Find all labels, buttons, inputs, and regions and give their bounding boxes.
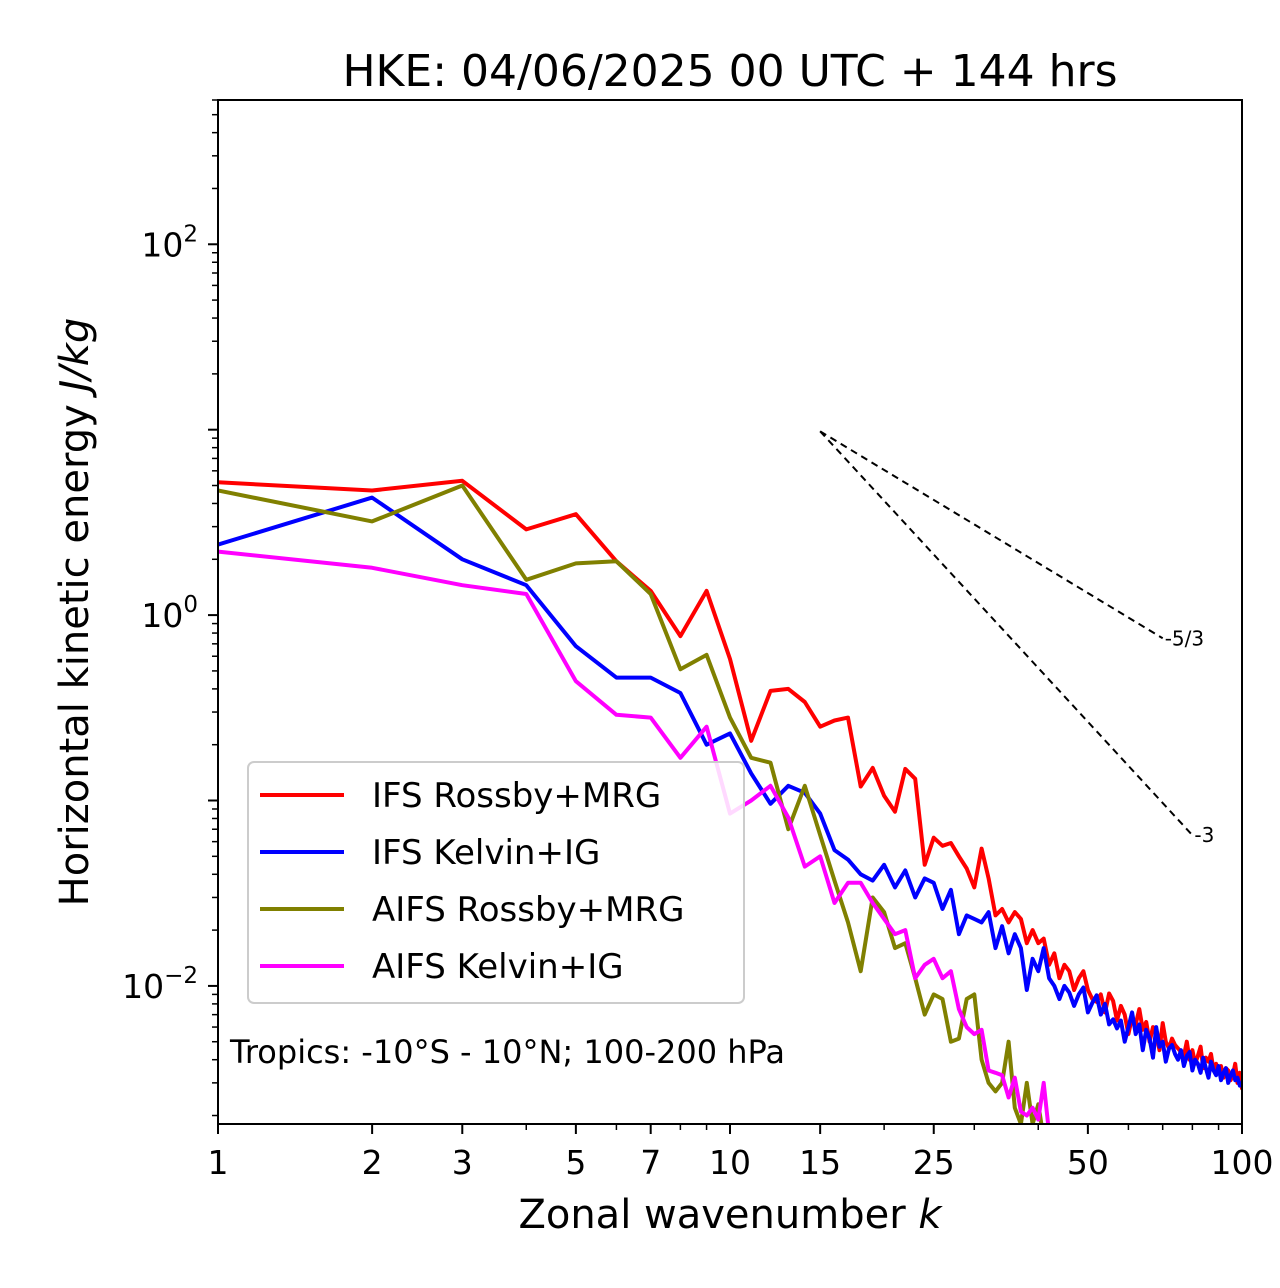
series-line bbox=[218, 495, 1242, 1088]
x-tick-label: 1 bbox=[208, 1143, 229, 1182]
x-tick-label: 100 bbox=[1211, 1143, 1274, 1182]
reference-slope-line bbox=[819, 430, 1164, 640]
legend-box bbox=[247, 761, 745, 1004]
x-tick-label: 2 bbox=[362, 1143, 383, 1182]
y-tick-label: 100 bbox=[141, 592, 198, 635]
series-line bbox=[218, 483, 1044, 1124]
y-tick-label: 102 bbox=[141, 221, 198, 264]
x-tick-label: 25 bbox=[913, 1143, 955, 1182]
legend-label: IFS Rossby+MRG bbox=[372, 776, 661, 816]
legend-label: AIFS Kelvin+IG bbox=[372, 947, 624, 987]
x-tick-label: 5 bbox=[565, 1143, 586, 1182]
x-tick-label: 10 bbox=[709, 1143, 751, 1182]
reference-slope-label: -5/3 bbox=[1165, 626, 1204, 650]
reference-slope-label: -3 bbox=[1194, 823, 1214, 847]
reference-slope-labels: -5/3 -3 bbox=[1165, 626, 1215, 847]
x-axis-label: Zonal wavenumber k bbox=[518, 1192, 943, 1238]
y-axis-ticks: 10−2 100 102 bbox=[122, 99, 218, 1117]
reference-slope-lines bbox=[819, 430, 1194, 836]
x-tick-label: 15 bbox=[799, 1143, 841, 1182]
x-tick-label: 7 bbox=[640, 1143, 661, 1182]
x-axis-ticks: 1 2 3 5 7 10 15 25 50 100 bbox=[208, 1124, 1274, 1182]
legend-label: IFS Kelvin+IG bbox=[372, 833, 600, 873]
legend: IFS Rossby+MRG IFS Kelvin+IG AIFS Rossby+M… bbox=[247, 761, 745, 1004]
y-tick-label: 10−2 bbox=[122, 963, 198, 1006]
chart-title: HKE: 04/06/2025 00 UTC + 144 hrs bbox=[342, 46, 1117, 97]
legend-label: AIFS Rossby+MRG bbox=[372, 890, 684, 930]
y-axis-label: Horizontal kinetic energy J/kg bbox=[52, 318, 98, 907]
region-annotation: Tropics: -10°S - 10°N; 100-200 hPa bbox=[229, 1033, 785, 1071]
x-tick-label: 3 bbox=[452, 1143, 473, 1182]
reference-slope-line bbox=[819, 430, 1194, 836]
x-tick-label: 50 bbox=[1067, 1143, 1109, 1182]
